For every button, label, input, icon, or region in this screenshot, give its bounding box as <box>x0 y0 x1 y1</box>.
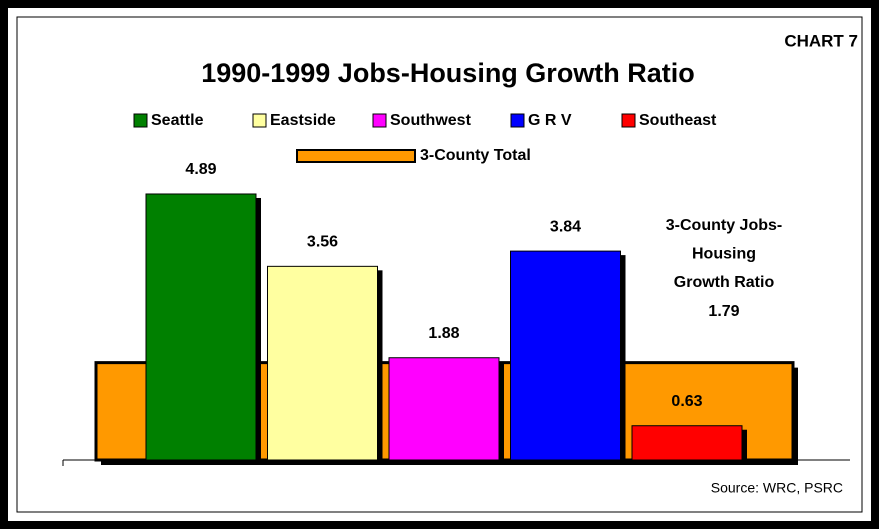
legend-label: Seattle <box>151 112 204 129</box>
value-label: 3.56 <box>307 234 338 251</box>
annotation: Growth Ratio <box>674 274 775 291</box>
legend-swatch <box>510 113 525 128</box>
value-label: 4.89 <box>185 161 216 178</box>
annotation: 3-County Jobs- <box>666 217 782 234</box>
chart-label: CHART 7 <box>784 31 858 50</box>
bar <box>631 425 743 461</box>
legend-label: Eastside <box>270 112 336 129</box>
bar <box>145 193 257 461</box>
chart-title: 1990-1999 Jobs-Housing Growth Ratio <box>201 58 695 88</box>
bar <box>267 265 378 461</box>
bar <box>388 357 500 461</box>
source: Source: WRC, PSRC <box>711 480 843 496</box>
legend-swatch <box>252 113 267 128</box>
legend-label: Southwest <box>390 112 472 129</box>
annotation: Housing <box>692 246 756 263</box>
legend-swatch <box>296 149 416 163</box>
bar <box>510 250 621 461</box>
legend-swatch <box>133 113 148 128</box>
value-label: 1.88 <box>428 325 459 342</box>
legend-swatch <box>372 113 387 128</box>
legend-label: 3-County Total <box>420 147 531 164</box>
value-label: 0.63 <box>671 393 702 410</box>
legend-label: Southeast <box>639 112 717 129</box>
legend-swatch <box>621 113 636 128</box>
legend-label: G R V <box>528 112 572 129</box>
annotation-value: 1.79 <box>708 303 739 320</box>
value-label: 3.84 <box>550 218 581 235</box>
